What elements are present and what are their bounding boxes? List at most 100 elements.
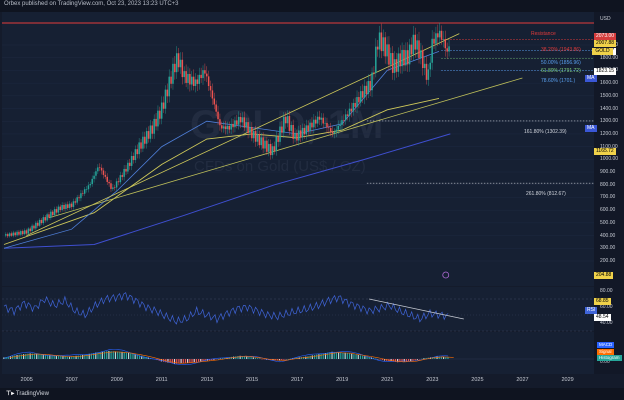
tv-logo-icon: ⊤▸ — [6, 391, 16, 397]
macd-histogram-bar — [145, 356, 147, 359]
price-tick: 300.00 — [600, 245, 616, 252]
macd-histogram-bar — [204, 359, 206, 361]
macd-histogram-bar — [141, 355, 143, 359]
price-tick: 1000.00 — [600, 156, 619, 163]
candle-body — [369, 81, 371, 91]
candle-body — [328, 127, 330, 129]
candle-body — [243, 117, 246, 128]
candle-body — [215, 104, 217, 112]
macd-zero-tick: 0.00 — [600, 359, 610, 365]
candle-body — [33, 225, 35, 229]
macd-histogram-bar — [397, 359, 399, 363]
macd-histogram-bar — [77, 355, 79, 359]
candle-body — [245, 122, 247, 128]
candle-body — [130, 155, 133, 166]
time-axis-label: 2029 — [561, 377, 574, 383]
candle-body — [418, 40, 420, 58]
candle-body — [159, 110, 161, 119]
candle-body — [185, 71, 187, 83]
macd-histogram-bar — [311, 355, 313, 359]
trendline-upper — [26, 33, 460, 236]
price-tick: 800.00 — [600, 181, 616, 188]
candle-body — [273, 146, 276, 152]
candle-body — [179, 59, 182, 68]
candle-body — [5, 234, 7, 236]
macd-histogram-bar — [403, 359, 405, 362]
candle-body — [446, 48, 448, 52]
macd-histogram-bar — [112, 351, 114, 359]
macd-histogram-bar — [416, 359, 418, 360]
candle-body — [294, 133, 296, 139]
macd-histogram-bar — [191, 359, 193, 363]
macd-histogram-bar — [440, 356, 443, 359]
candle-body — [164, 89, 167, 109]
candle-body — [145, 131, 148, 144]
candle-body — [189, 73, 191, 85]
rsi-pane[interactable] — [2, 287, 594, 331]
candle-body — [174, 63, 176, 73]
candle-body — [260, 137, 262, 146]
macd-histogram-bar — [31, 353, 33, 359]
price-tag: 2007.88 — [594, 40, 617, 47]
macd-histogram-bar — [136, 354, 138, 359]
candle-body — [27, 228, 30, 234]
candle-body — [140, 142, 142, 149]
candle-body — [68, 203, 71, 208]
candle-body — [10, 233, 13, 236]
candle-body — [442, 39, 445, 40]
macd-histogram-bar — [182, 359, 184, 364]
candle-body — [333, 131, 336, 134]
candle-body — [279, 126, 281, 142]
ma-tag-a: MA — [585, 75, 597, 82]
candle-body — [222, 126, 225, 129]
macd-histogram-bar — [86, 354, 88, 359]
macd-histogram-bar — [84, 354, 86, 359]
candle-body — [262, 137, 264, 149]
macd-histogram-bar — [36, 353, 38, 359]
candle-body — [108, 181, 110, 184]
candle-body — [431, 38, 433, 63]
time-axis-label: 2015 — [245, 377, 259, 383]
fib-50-label: 50.00% (1856.96) — [541, 60, 581, 66]
macd-histogram-bar — [322, 353, 324, 359]
candle-body — [100, 167, 103, 171]
candle-body — [425, 63, 428, 80]
time-axis-label: 2009 — [110, 377, 123, 383]
macd-histogram-bar — [101, 351, 103, 359]
macd-histogram-bar — [362, 355, 364, 359]
candle-body — [350, 108, 353, 112]
candle-body — [435, 33, 437, 44]
macd-histogram-bar — [73, 356, 75, 359]
macd-histogram-bar — [355, 354, 357, 359]
candle-body — [138, 142, 140, 155]
candle-body — [382, 37, 385, 52]
macd-histogram-bar — [200, 359, 202, 362]
macd-histogram-bar — [425, 357, 427, 359]
tradingview-logo[interactable]: ⊤▸ TradingView — [6, 390, 49, 397]
candle-body — [422, 50, 424, 69]
rsi-value-tag: 68.85 — [594, 298, 611, 305]
candle-body — [147, 131, 150, 139]
price-tick: 600.00 — [600, 207, 616, 214]
macd-histogram-bar — [60, 356, 62, 359]
macd-histogram-bar — [47, 354, 49, 359]
rsi-line — [3, 292, 449, 325]
candle-body — [187, 73, 189, 83]
candle-body — [83, 189, 86, 194]
candle-body — [46, 214, 48, 221]
candle-body — [80, 193, 82, 199]
macd-histogram-bar — [27, 353, 29, 359]
fib-78-label: 78.60% (1701.) — [541, 78, 576, 84]
candle-body — [230, 123, 232, 130]
candle-body — [237, 116, 240, 125]
time-axis-label: 2023 — [426, 377, 439, 383]
macd-histogram-bar — [407, 359, 410, 362]
price-tick: 200.00 — [600, 258, 616, 264]
candle-body — [65, 204, 67, 209]
time-axis-label: 2017 — [291, 377, 304, 383]
macd-histogram-bar — [114, 351, 117, 359]
macd-histogram-bar — [193, 359, 195, 363]
candle-body — [85, 189, 88, 190]
candle-body — [136, 149, 139, 155]
